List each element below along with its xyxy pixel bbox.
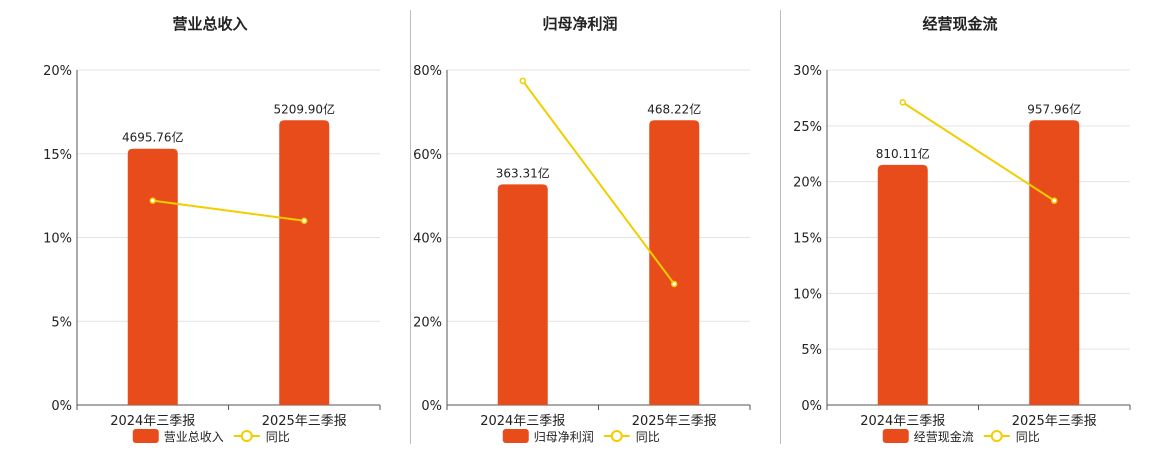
y-tick-label: 25%	[793, 120, 822, 135]
y-tick-label: 20%	[43, 64, 72, 79]
chart-svg: 经营现金流 0% 5% 10% 15% 20% 25% 30% 2024年三季报 2025年三季报…	[793, 15, 1131, 444]
x-tick-label: 2024年三季报	[480, 414, 565, 429]
legend-swatch-bar	[132, 429, 159, 443]
bar-data-label: 5209.90亿	[273, 101, 335, 116]
legend: 营业总收入 同比	[132, 429, 290, 444]
y-tick-label: 20%	[413, 315, 442, 330]
y-tick-label: 10%	[793, 287, 822, 302]
x-tick-label: 2025年三季报	[1012, 414, 1097, 429]
legend-label-line: 同比	[636, 430, 660, 444]
bar	[877, 164, 928, 405]
yoy-line	[521, 80, 676, 285]
chart-panel-net-profit: 归母净利润 0% 20% 40% 60% 80% 2024年三季报 2025年三季报 363.3…	[370, 0, 751, 450]
bar	[497, 184, 548, 405]
bar	[1029, 120, 1080, 405]
panel-divider	[410, 10, 411, 444]
panel-divider	[780, 10, 781, 444]
legend-label-line: 同比	[266, 430, 290, 444]
legend: 经营现金流 同比	[882, 429, 1040, 444]
y-tick-label: 15%	[43, 148, 72, 163]
bar-data-label: 810.11亿	[876, 146, 930, 161]
yoy-line	[152, 199, 305, 222]
bar-data-label: 957.96亿	[1027, 101, 1081, 116]
bar	[279, 120, 330, 405]
yoy-point	[1051, 197, 1058, 204]
legend-swatch-bar	[502, 429, 529, 443]
legend-label-line: 同比	[1016, 430, 1040, 444]
chart-svg: 归母净利润 0% 20% 40% 60% 80% 2024年三季报 2025年三季报 363.3…	[413, 15, 751, 444]
bar	[127, 148, 178, 405]
chart-panel-cash-flow: 经营现金流 0% 5% 10% 15% 20% 25% 30% 2024年三季报 2025年三季报…	[750, 0, 1131, 450]
y-tick-label: 5%	[801, 343, 822, 358]
y-tick-label: 30%	[793, 64, 822, 79]
x-tick-label: 2025年三季报	[632, 414, 717, 429]
bar-data-label: 4695.76亿	[122, 130, 184, 145]
x-tick-label: 2025年三季报	[262, 414, 347, 429]
bar-data-label: 363.31亿	[496, 165, 550, 180]
yoy-point	[519, 77, 526, 85]
chart-title: 营业总收入	[172, 15, 247, 33]
legend: 归母净利润 同比	[502, 429, 660, 444]
y-tick-label: 5%	[51, 315, 72, 330]
y-tick-label: 20%	[793, 176, 822, 191]
legend-swatch-marker	[610, 430, 623, 442]
yoy-line	[902, 101, 1055, 202]
legend-swatch-marker	[990, 430, 1003, 442]
y-tick-label: 0%	[421, 399, 442, 414]
y-tick-label: 0%	[801, 399, 822, 414]
chart-title: 归母净利润	[542, 15, 617, 33]
legend-swatch-bar	[882, 429, 909, 443]
y-tick-label: 10%	[43, 232, 72, 247]
bar	[649, 120, 700, 405]
yoy-point	[301, 217, 308, 224]
y-tick-label: 15%	[793, 232, 822, 247]
y-tick-label: 60%	[413, 148, 442, 163]
legend-label-bar: 营业总收入	[164, 430, 224, 444]
x-tick-label: 2024年三季报	[110, 414, 195, 429]
chart-svg: 营业总收入 0% 5% 10% 15% 20% 2024年三季报 2025年三季报 4695.7…	[43, 15, 381, 444]
y-tick-label: 80%	[413, 64, 442, 79]
chart-panel-revenue: 营业总收入 0% 5% 10% 15% 20% 2024年三季报 2025年三季报 4695.7…	[0, 0, 381, 450]
y-tick-label: 40%	[413, 232, 442, 247]
legend-label-bar: 归母净利润	[534, 430, 594, 444]
bar-data-label: 468.22亿	[647, 101, 701, 116]
yoy-point	[899, 99, 906, 106]
y-tick-label: 0%	[51, 399, 72, 414]
yoy-point	[671, 280, 678, 288]
chart-title: 经营现金流	[922, 15, 997, 33]
legend-label-bar: 经营现金流	[914, 429, 974, 444]
x-tick-label: 2024年三季报	[860, 414, 945, 429]
yoy-point	[149, 197, 156, 204]
legend-swatch-marker	[240, 430, 253, 442]
